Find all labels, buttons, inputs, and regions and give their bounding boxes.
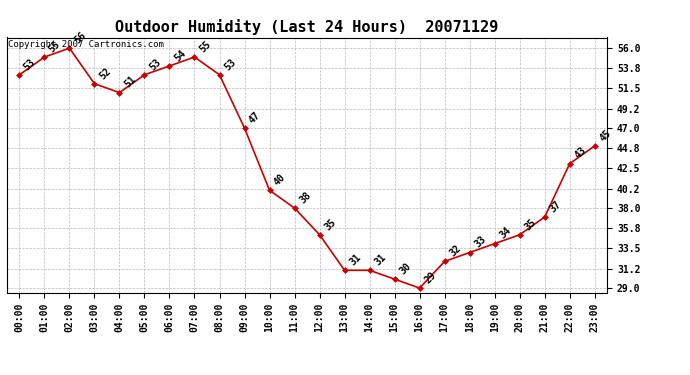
Text: Copyright 2007 Cartronics.com: Copyright 2007 Cartronics.com bbox=[8, 40, 164, 49]
Text: 53: 53 bbox=[222, 57, 237, 72]
Title: Outdoor Humidity (Last 24 Hours)  20071129: Outdoor Humidity (Last 24 Hours) 2007112… bbox=[115, 19, 499, 35]
Text: 38: 38 bbox=[297, 190, 313, 206]
Text: 52: 52 bbox=[97, 66, 112, 81]
Text: 35: 35 bbox=[322, 217, 337, 232]
Text: 32: 32 bbox=[447, 243, 463, 259]
Text: 53: 53 bbox=[147, 57, 163, 72]
Text: 54: 54 bbox=[172, 48, 188, 63]
Text: 55: 55 bbox=[47, 39, 63, 54]
Text: 29: 29 bbox=[422, 270, 437, 285]
Text: 53: 53 bbox=[22, 57, 37, 72]
Text: 56: 56 bbox=[72, 30, 88, 45]
Text: 40: 40 bbox=[273, 172, 288, 188]
Text: 37: 37 bbox=[547, 199, 563, 214]
Text: 55: 55 bbox=[197, 39, 213, 54]
Text: 35: 35 bbox=[522, 217, 538, 232]
Text: 47: 47 bbox=[247, 110, 263, 125]
Text: 34: 34 bbox=[497, 225, 513, 241]
Text: 43: 43 bbox=[573, 146, 588, 161]
Text: 30: 30 bbox=[397, 261, 413, 276]
Text: 31: 31 bbox=[347, 252, 363, 267]
Text: 45: 45 bbox=[598, 128, 613, 143]
Text: 51: 51 bbox=[122, 74, 137, 90]
Text: 33: 33 bbox=[473, 234, 488, 250]
Text: 31: 31 bbox=[373, 252, 388, 267]
